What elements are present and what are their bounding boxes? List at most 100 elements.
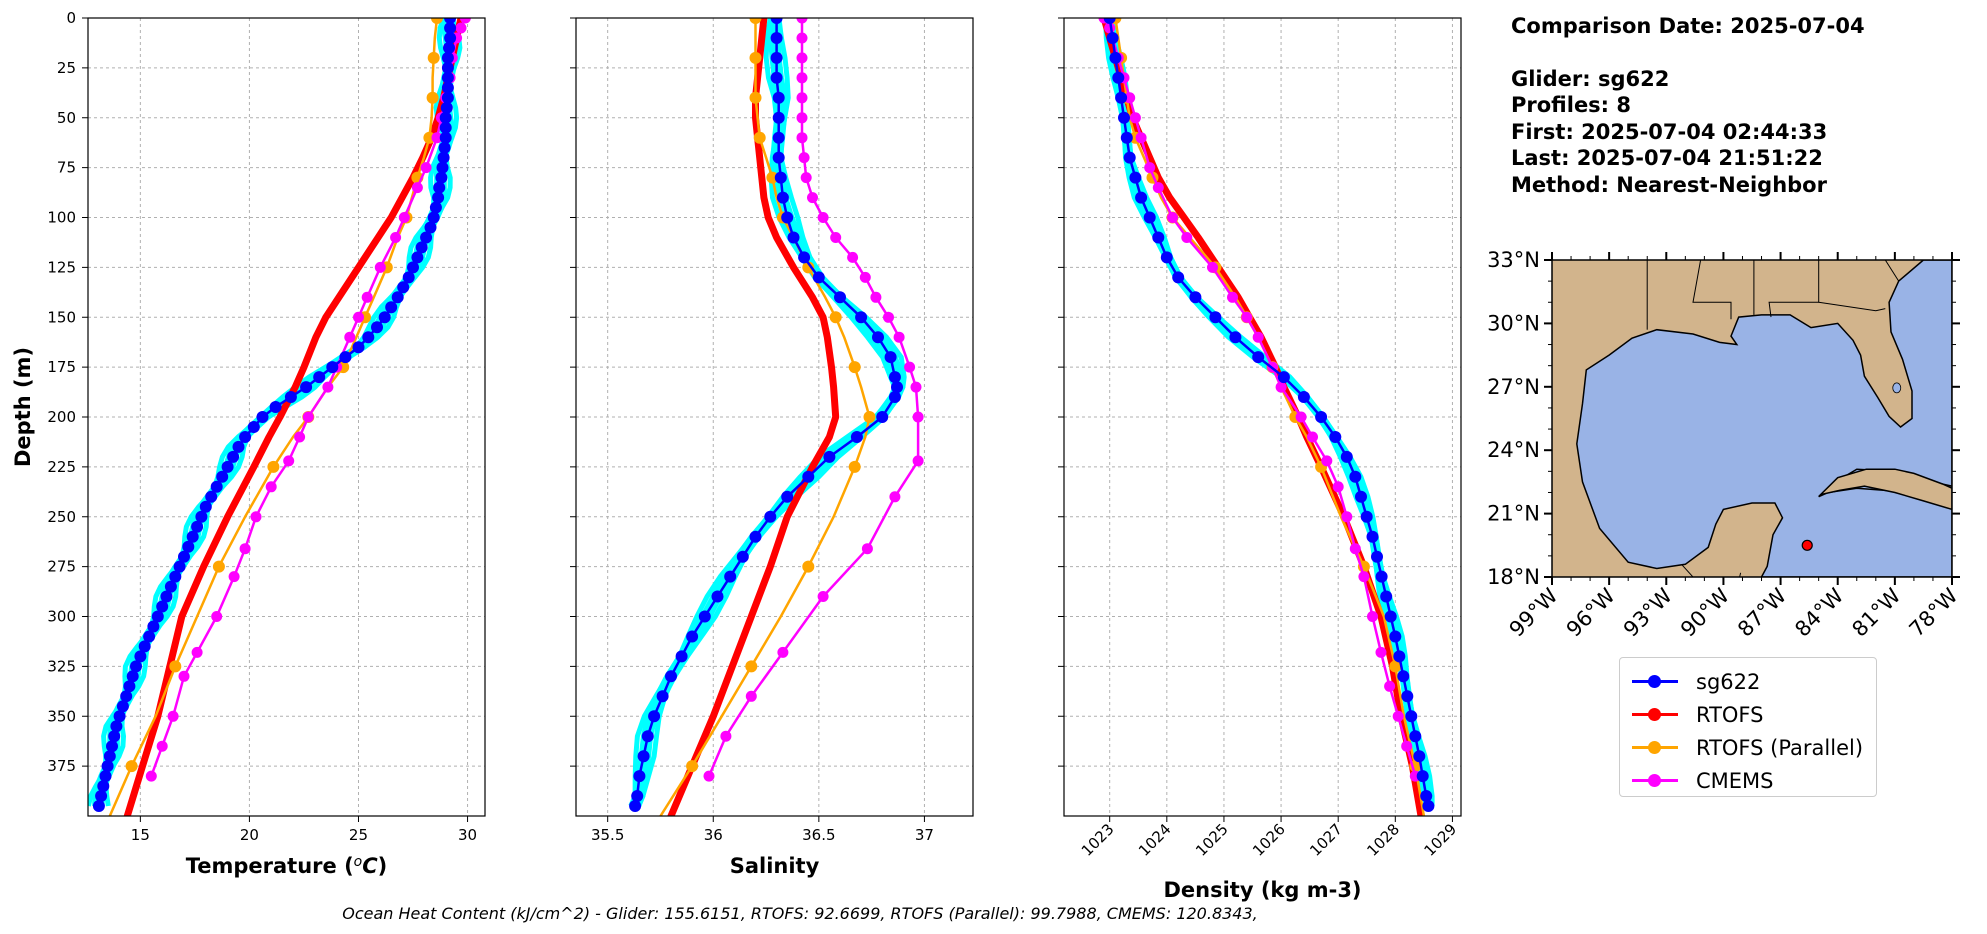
- series-line: [1108, 18, 1430, 808]
- data-point: [123, 680, 136, 693]
- data-point: [1297, 391, 1310, 403]
- data-point: [770, 71, 783, 84]
- data-point: [1413, 750, 1426, 763]
- data-point: [1392, 710, 1404, 722]
- legend-label: RTOFS: [1696, 702, 1764, 727]
- data-point: [439, 111, 452, 124]
- y-tick-label: 100: [47, 209, 76, 227]
- glider-profile-spread: [635, 18, 903, 807]
- data-point: [322, 381, 334, 393]
- data-point: [736, 550, 749, 563]
- lon-tick-label: 90°W: [1676, 583, 1734, 641]
- data-point: [823, 450, 836, 463]
- data-point: [433, 181, 446, 194]
- data-point: [227, 450, 240, 463]
- data-point: [802, 470, 815, 483]
- data-point: [361, 291, 373, 303]
- border-line: [1768, 260, 1820, 318]
- data-point: [362, 331, 375, 344]
- data-point: [455, 22, 467, 34]
- data-point: [817, 591, 829, 602]
- data-point: [796, 92, 808, 104]
- x-tick-label: 1028: [1363, 820, 1403, 860]
- data-point: [459, 18, 471, 24]
- data-point: [1397, 670, 1410, 683]
- series-line: [1100, 18, 1425, 816]
- data-point: [216, 470, 229, 483]
- data-point: [1384, 680, 1396, 692]
- y-tick-label: 200: [47, 408, 76, 426]
- lat-tick-label: 18°N: [1487, 565, 1540, 589]
- x-tick-label: 15: [131, 826, 150, 844]
- data-point: [720, 730, 732, 742]
- data-point: [113, 710, 126, 723]
- legend-swatch: [1632, 675, 1678, 688]
- data-point: [199, 500, 212, 513]
- data-point: [1422, 800, 1435, 812]
- data-point: [781, 490, 794, 503]
- series-sg622: [1103, 18, 1435, 812]
- data-point: [1375, 646, 1387, 658]
- data-point: [834, 291, 846, 304]
- data-point: [1332, 481, 1344, 493]
- data-point: [429, 201, 442, 214]
- comparison-method: Method: Nearest-Neighbor: [1511, 172, 1827, 197]
- data-point: [1129, 112, 1141, 124]
- x-tick-label: 20: [240, 826, 259, 844]
- x-axis-label: Temperature (oC): [186, 854, 388, 878]
- data-point: [1371, 550, 1383, 563]
- glider-profile-spread: [635, 18, 907, 808]
- data-point: [440, 101, 453, 114]
- y-tick-label: 25: [57, 59, 76, 77]
- data-point: [1360, 510, 1373, 523]
- data-point: [686, 630, 699, 643]
- data-point: [211, 611, 223, 622]
- x-tick-label: 25: [349, 826, 368, 844]
- data-point: [432, 191, 445, 204]
- data-point: [1349, 470, 1362, 483]
- data-point: [169, 570, 182, 583]
- data-point: [703, 770, 715, 782]
- data-point: [378, 311, 391, 324]
- profile-count: Profiles: 8: [1511, 93, 1632, 117]
- data-point: [1405, 710, 1418, 723]
- data-point: [711, 590, 724, 603]
- y-tick-label: 0: [66, 9, 76, 27]
- data-point: [1124, 92, 1136, 104]
- data-point: [1252, 351, 1265, 364]
- data-point: [675, 650, 688, 663]
- data-point: [1315, 411, 1328, 423]
- data-point: [1401, 740, 1413, 752]
- data-point: [426, 91, 439, 104]
- data-point: [1123, 151, 1136, 164]
- data-point: [912, 411, 924, 423]
- data-point: [1209, 311, 1222, 324]
- x-tick-label: 1024: [1135, 820, 1175, 860]
- data-point: [1207, 261, 1218, 273]
- data-point: [859, 271, 871, 283]
- data-point: [178, 670, 190, 682]
- legend: sg622 RTOFS RTOFS (Parallel) CMEMS: [1619, 657, 1877, 797]
- data-point: [97, 780, 110, 793]
- data-point: [1275, 381, 1287, 393]
- series-line: [108, 18, 439, 816]
- data-point: [239, 543, 251, 555]
- data-point: [1143, 211, 1156, 224]
- lake-okeechobee: [1892, 382, 1902, 394]
- series-rtofs: [1100, 18, 1425, 816]
- legend-label: RTOFS (Parallel): [1696, 735, 1864, 760]
- data-point: [796, 18, 808, 24]
- lat-tick-label: 30°N: [1487, 311, 1540, 335]
- data-point: [438, 141, 451, 154]
- y-tick-label: 300: [47, 608, 76, 626]
- data-point: [167, 710, 179, 722]
- data-point: [1349, 543, 1361, 555]
- gridlines: [88, 17, 485, 816]
- data-point: [221, 460, 234, 473]
- data-point: [284, 391, 297, 403]
- plot-area: [88, 18, 471, 816]
- data-point: [774, 171, 787, 184]
- data-point: [210, 480, 223, 493]
- data-point: [443, 41, 455, 54]
- data-point: [745, 690, 757, 702]
